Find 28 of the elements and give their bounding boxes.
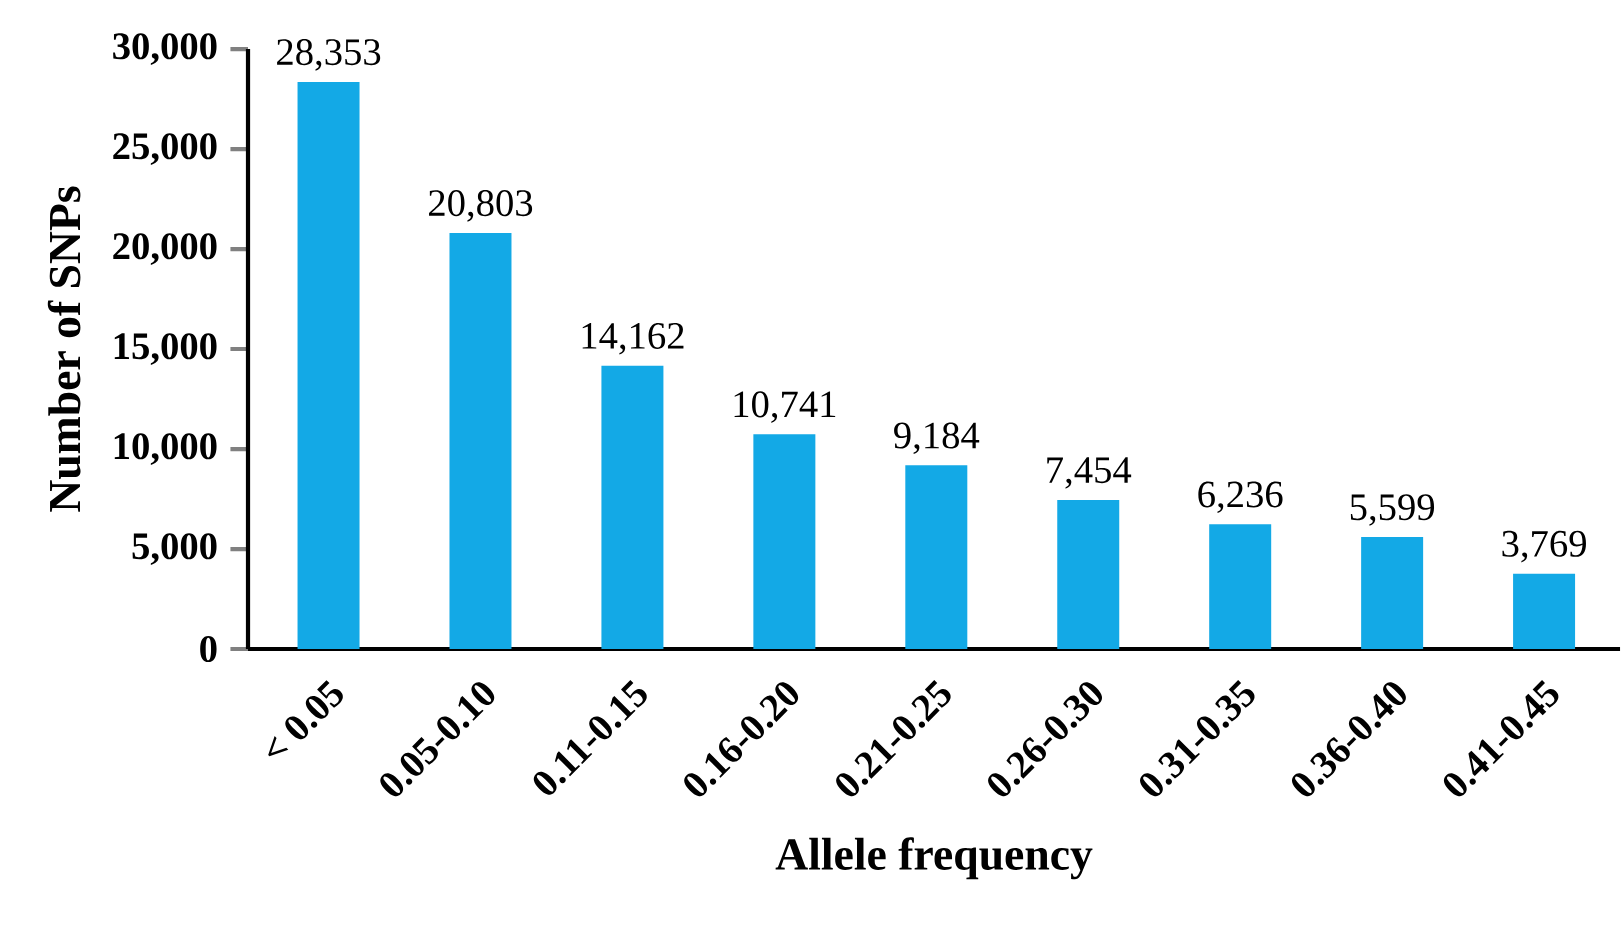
data-label: 7,454: [1047, 457, 1132, 489]
bar: [753, 434, 816, 650]
bar: [1209, 524, 1272, 650]
data-label: 5,599: [1350, 494, 1435, 526]
y-tick-label: 20,000: [113, 233, 217, 265]
data-label: 14,162: [582, 323, 684, 355]
data-label: 6,236: [1198, 481, 1283, 514]
data-label: 9,184: [894, 422, 980, 455]
bar: [601, 365, 664, 650]
bar: [1513, 573, 1576, 650]
y-tick-label: 30,000: [113, 33, 217, 65]
y-axis-title: Number of SNPs: [47, 186, 81, 512]
y-tick-label: 10,000: [114, 433, 217, 465]
data-label: 20,803: [429, 190, 533, 222]
bar: [1361, 537, 1424, 650]
y-tick-label: 0: [200, 636, 217, 663]
bar: [1057, 499, 1120, 650]
bar: [297, 81, 360, 650]
bar: [905, 465, 968, 650]
x-axis-title: Allele frequency: [775, 837, 1093, 880]
x-tick-label: < 0.05: [268, 680, 343, 757]
data-label: 28,353: [277, 39, 381, 71]
y-tick-label: 15,000: [114, 333, 217, 365]
y-tick-label: 5,000: [132, 533, 217, 565]
y-tick-label: 25,000: [113, 133, 217, 165]
bar: [449, 232, 512, 650]
data-label: 3,769: [1502, 530, 1586, 563]
data-label: 10,741: [734, 391, 836, 423]
